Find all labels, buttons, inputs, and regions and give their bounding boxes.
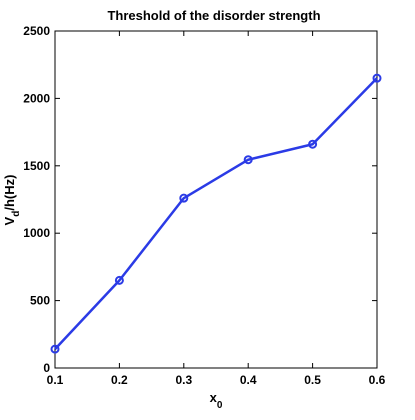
y-tick-label: 1000 bbox=[23, 226, 50, 240]
x-axis-label: x0 bbox=[210, 390, 223, 411]
y-tick-label: 0 bbox=[43, 361, 50, 375]
data-point bbox=[308, 139, 318, 149]
data-point bbox=[179, 193, 189, 203]
y-tick-label: 500 bbox=[30, 294, 50, 308]
y-axis-label: Vd/h(Hz) bbox=[2, 175, 22, 226]
plot-frame bbox=[54, 30, 378, 369]
y-axis: 0 500 1000 1500 2000 2500 bbox=[23, 24, 377, 375]
x-tick-label: 0.4 bbox=[240, 373, 257, 387]
series-layer bbox=[50, 73, 382, 354]
x-axis: 0.1 0.2 0.3 0.4 0.5 0.6 bbox=[47, 31, 386, 387]
y-tick-label: 1500 bbox=[23, 159, 50, 173]
x-tick-label: 0.2 bbox=[111, 373, 128, 387]
y-tick-label: 2000 bbox=[23, 91, 50, 105]
x-tick-label: 0.5 bbox=[304, 373, 321, 387]
series-line bbox=[54, 77, 378, 350]
y-tick-label: 2500 bbox=[23, 24, 50, 38]
data-point bbox=[243, 155, 253, 165]
x-tick-label: 0.3 bbox=[175, 373, 192, 387]
chart-title: Threshold of the disorder strength bbox=[107, 8, 320, 23]
data-point bbox=[114, 275, 124, 285]
x-tick-label: 0.6 bbox=[369, 373, 386, 387]
data-point bbox=[50, 344, 60, 354]
data-point bbox=[372, 73, 382, 83]
x-tick-label: 0.1 bbox=[47, 373, 64, 387]
